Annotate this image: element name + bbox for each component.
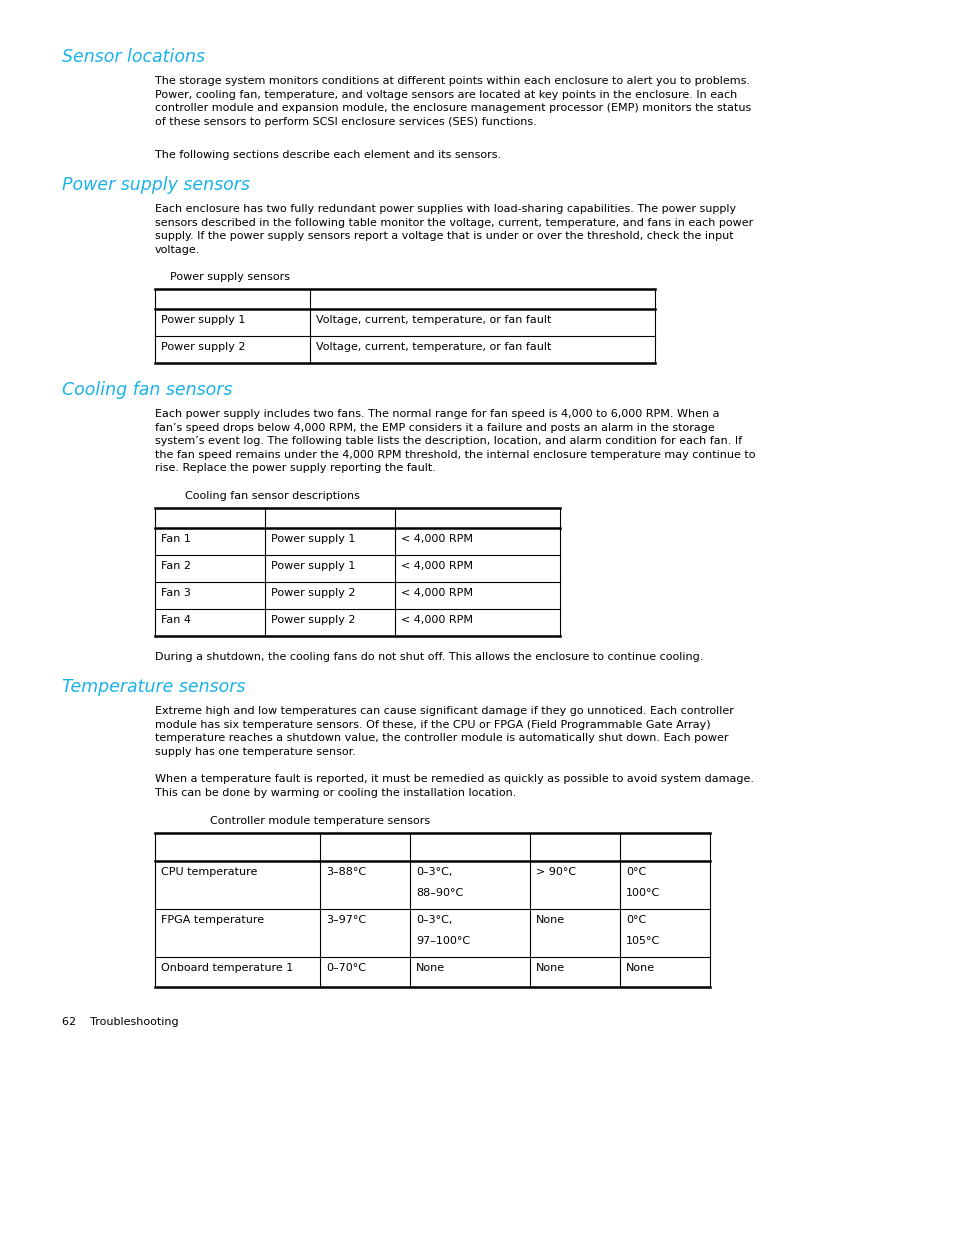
Text: Fan 3: Fan 3: [161, 588, 191, 598]
Text: < 4,000 RPM: < 4,000 RPM: [400, 561, 473, 571]
Text: Voltage, current, temperature, or fan fault: Voltage, current, temperature, or fan fa…: [315, 315, 551, 325]
Text: < 4,000 RPM: < 4,000 RPM: [400, 588, 473, 598]
Text: During a shutdown, the cooling fans do not shut off. This allows the enclosure t: During a shutdown, the cooling fans do n…: [154, 652, 702, 662]
Text: 3–97°C: 3–97°C: [326, 915, 366, 925]
Text: 97–100°C: 97–100°C: [416, 936, 470, 946]
Text: Power supply 1: Power supply 1: [271, 534, 355, 543]
Text: None: None: [536, 963, 564, 973]
Text: Each enclosure has two fully redundant power supplies with load-sharing capabili: Each enclosure has two fully redundant p…: [154, 204, 753, 254]
Text: CPU temperature: CPU temperature: [161, 867, 257, 877]
Text: FPGA temperature: FPGA temperature: [161, 915, 264, 925]
Text: Power supply 2: Power supply 2: [161, 342, 245, 352]
Text: 0°C: 0°C: [625, 915, 645, 925]
Text: Power supply 1: Power supply 1: [161, 315, 245, 325]
Text: The following sections describe each element and its sensors.: The following sections describe each ele…: [154, 149, 500, 161]
Text: Temperature sensors: Temperature sensors: [62, 678, 245, 697]
Text: 88–90°C: 88–90°C: [416, 888, 463, 898]
Text: Sensor locations: Sensor locations: [62, 48, 205, 65]
Text: Power supply 1: Power supply 1: [271, 561, 355, 571]
Text: 105°C: 105°C: [625, 936, 659, 946]
Text: 100°C: 100°C: [625, 888, 659, 898]
Text: Extreme high and low temperatures can cause significant damage if they go unnoti: Extreme high and low temperatures can ca…: [154, 706, 733, 757]
Text: > 90°C: > 90°C: [536, 867, 576, 877]
Text: None: None: [536, 915, 564, 925]
Text: Fan 2: Fan 2: [161, 561, 191, 571]
Text: Cooling fan sensors: Cooling fan sensors: [62, 382, 233, 399]
Text: 0°C: 0°C: [625, 867, 645, 877]
Text: 0–70°C: 0–70°C: [326, 963, 366, 973]
Text: None: None: [416, 963, 445, 973]
Text: Onboard temperature 1: Onboard temperature 1: [161, 963, 293, 973]
Text: 0–3°C,: 0–3°C,: [416, 915, 452, 925]
Text: The storage system monitors conditions at different points within each enclosure: The storage system monitors conditions a…: [154, 77, 750, 127]
Text: 0–3°C,: 0–3°C,: [416, 867, 452, 877]
Text: None: None: [625, 963, 655, 973]
Text: Cooling fan sensor descriptions: Cooling fan sensor descriptions: [185, 492, 359, 501]
Text: Power supply 2: Power supply 2: [271, 615, 355, 625]
Text: Power supply sensors: Power supply sensors: [170, 272, 290, 282]
Text: Power supply sensors: Power supply sensors: [62, 177, 250, 194]
Text: Fan 1: Fan 1: [161, 534, 191, 543]
Text: 62    Troubleshooting: 62 Troubleshooting: [62, 1016, 178, 1028]
Text: Each power supply includes two fans. The normal range for fan speed is 4,000 to : Each power supply includes two fans. The…: [154, 409, 755, 473]
Text: 3–88°C: 3–88°C: [326, 867, 366, 877]
Text: Controller module temperature sensors: Controller module temperature sensors: [210, 816, 430, 826]
Text: Power supply 2: Power supply 2: [271, 588, 355, 598]
Text: < 4,000 RPM: < 4,000 RPM: [400, 534, 473, 543]
Text: < 4,000 RPM: < 4,000 RPM: [400, 615, 473, 625]
Text: Fan 4: Fan 4: [161, 615, 191, 625]
Text: Voltage, current, temperature, or fan fault: Voltage, current, temperature, or fan fa…: [315, 342, 551, 352]
Text: When a temperature fault is reported, it must be remedied as quickly as possible: When a temperature fault is reported, it…: [154, 774, 753, 798]
